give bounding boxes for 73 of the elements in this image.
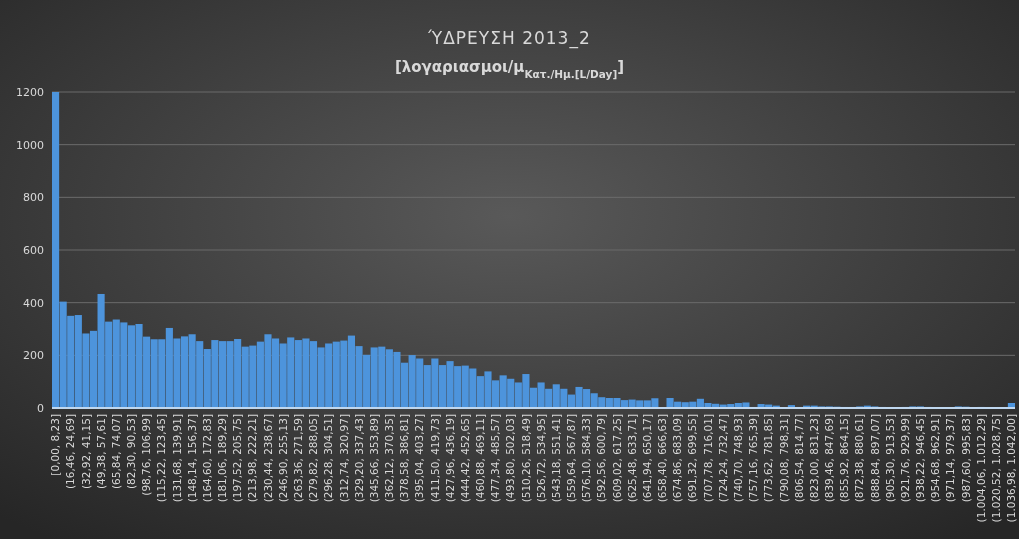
x-tick-label: (839,46, 847,69] bbox=[823, 414, 836, 503]
x-tick-label: (378,58, 386,81] bbox=[398, 414, 411, 503]
x-tick-label: (757,16, 765,39] bbox=[747, 414, 760, 503]
x-tick-label: (823,00, 831,23] bbox=[807, 414, 820, 503]
x-tick-label: (49,38, 57,61] bbox=[94, 414, 107, 489]
x-tick-label: (543,18, 551,41] bbox=[549, 414, 562, 503]
x-tick-label: (493,80, 502,03] bbox=[504, 414, 517, 503]
x-tick-label: (971,14, 979,37] bbox=[944, 414, 957, 503]
x-tick-label: (98,76, 106,99] bbox=[140, 414, 153, 496]
x-tick-label: (691,32, 699,55] bbox=[686, 414, 699, 503]
x-tick-label: (609,02, 617,25] bbox=[610, 414, 623, 503]
x-tick-label: (592,56, 600,79] bbox=[595, 414, 608, 503]
x-tick-label: (477,34, 485,57] bbox=[489, 414, 502, 503]
x-tick-label: (460,88, 469,11] bbox=[474, 414, 487, 503]
x-tick-label: [0,00, 8,23] bbox=[49, 414, 62, 476]
x-tick-label: (148,14, 156,37] bbox=[185, 414, 198, 503]
x-tick-label: (526,72, 534,95] bbox=[534, 414, 547, 503]
x-tick-label: (329,20, 337,43] bbox=[352, 414, 365, 503]
x-tick-label: (427,96, 436,19] bbox=[443, 414, 456, 503]
y-tick-label: 1200 bbox=[16, 85, 44, 99]
x-tick-label: (197,52, 205,75] bbox=[231, 414, 244, 503]
y-tick-label: 0 bbox=[37, 401, 44, 415]
x-tick-label: (938,22, 946,45] bbox=[914, 414, 927, 503]
y-tick-label: 800 bbox=[23, 191, 44, 205]
chart-title: ΎΔΡΕΥΣΗ 2013_2 bbox=[427, 28, 591, 49]
y-tick-label: 200 bbox=[23, 349, 44, 363]
x-tick-label: (115,22, 123,45] bbox=[155, 414, 168, 503]
x-tick-label: (1.036,98, 1.042,00] bbox=[1005, 414, 1018, 523]
x-tick-label: (888,84, 897,07] bbox=[868, 414, 881, 503]
x-tick-label: (296,28, 304,51] bbox=[322, 414, 335, 503]
x-tick-label: (230,44, 238,67] bbox=[261, 414, 274, 503]
x-tick-label: (954,68, 962,91] bbox=[929, 414, 942, 503]
x-tick-label: (872,38, 880,61] bbox=[853, 414, 866, 503]
x-tick-label: (905,30, 913,53] bbox=[883, 414, 896, 503]
x-tick-label: (576,10, 584,33] bbox=[580, 414, 593, 503]
x-tick-label: (740,70, 748,93] bbox=[732, 414, 744, 503]
x-tick-label: (411,50, 419,73] bbox=[428, 414, 441, 503]
x-tick-label: (131,68, 139,91] bbox=[170, 414, 183, 503]
x-tick-label: (32,92, 41,15] bbox=[79, 414, 92, 489]
x-tick-label: (65,84, 74,07] bbox=[109, 414, 122, 489]
y-tick-label: 600 bbox=[23, 243, 44, 257]
x-tick-label: (395,04, 403,27] bbox=[413, 414, 426, 503]
x-tick-label: (641,94, 650,17] bbox=[640, 414, 653, 503]
x-tick-label: (724,24, 732,47] bbox=[716, 414, 729, 503]
x-tick-label: (806,54, 814,77] bbox=[792, 414, 805, 503]
x-tick-label: (246,90, 255,13] bbox=[276, 414, 289, 503]
x-tick-label: (312,74, 320,97] bbox=[337, 414, 350, 503]
x-tick-label: (987,60, 995,83] bbox=[959, 414, 972, 503]
x-tick-label: (1.004,06, 1.012,29] bbox=[974, 414, 987, 523]
x-tick-label: (362,12, 370,35] bbox=[383, 414, 396, 503]
x-tick-label: (279,82, 288,05] bbox=[307, 414, 320, 503]
y-tick-label: 400 bbox=[23, 296, 44, 310]
x-tick-label: (773,62, 781,85] bbox=[762, 414, 775, 503]
x-tick-label: (181,06, 189,29] bbox=[216, 414, 229, 503]
x-tick-label: (921,76, 929,99] bbox=[898, 414, 911, 503]
x-tick-label: (559,64, 567,87] bbox=[565, 414, 578, 503]
x-tick-label: (625,48, 633,71] bbox=[625, 414, 638, 503]
x-tick-label: (510,26, 518,49] bbox=[519, 414, 532, 503]
x-tick-label: (1.020,52, 1.028,75] bbox=[989, 414, 1002, 523]
chart-subtitle: [λογαριασμοι/μ$_{Κατ./Ημ.[L/Day]}$] bbox=[394, 58, 625, 80]
x-tick-label: (707,78, 716,01] bbox=[701, 414, 714, 503]
x-tick-label: (263,36, 271,59] bbox=[292, 414, 304, 503]
x-tick-label: (16,46, 24,69] bbox=[64, 414, 77, 489]
x-tick-label: (213,98, 222,21] bbox=[246, 414, 259, 503]
x-tick-label: (658,40, 666,63] bbox=[656, 414, 669, 503]
x-tick-label: (790,08, 798,31] bbox=[777, 414, 790, 503]
x-tick-label: (345,66, 353,89] bbox=[367, 414, 380, 503]
x-tick-label: (855,92, 864,15] bbox=[838, 414, 851, 503]
y-tick-label: 1000 bbox=[16, 138, 44, 152]
x-tick-label: (674,86, 683,09] bbox=[671, 414, 684, 503]
x-tick-label: (444,42, 452,65] bbox=[458, 414, 471, 503]
x-tick-label: (82,30, 90,53] bbox=[125, 414, 138, 489]
x-tick-label: (164,60, 172,83] bbox=[200, 414, 213, 503]
